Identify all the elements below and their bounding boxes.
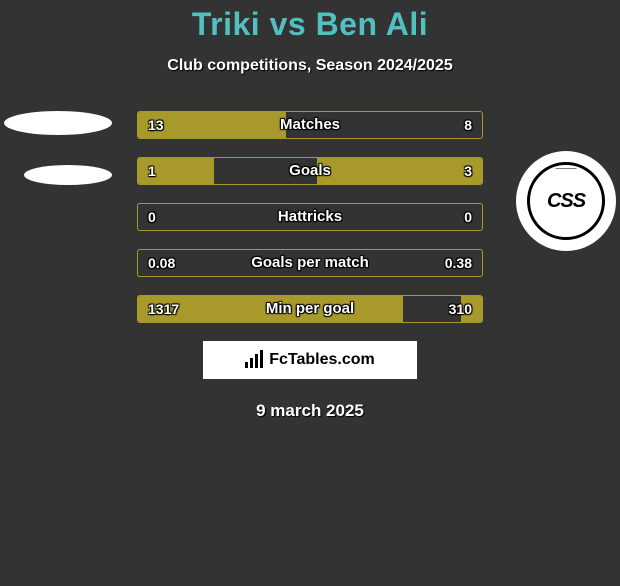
- page-title: Triki vs Ben Ali: [0, 6, 620, 43]
- club-logo-arc-text: ———: [556, 165, 577, 172]
- attribution-text: FcTables.com: [269, 351, 375, 369]
- subtitle: Club competitions, Season 2024/2025: [0, 57, 620, 75]
- player1-name: Triki: [192, 6, 260, 42]
- bar-label: Hattricks: [138, 204, 482, 230]
- stat-bar-row: 1317310Min per goal: [137, 295, 483, 323]
- player1-badge: [4, 111, 112, 185]
- stat-bar-row: 13Goals: [137, 157, 483, 185]
- bar-label: Matches: [138, 112, 482, 138]
- stat-bars: 138Matches 13Goals 00Hattricks 0.080.38Goal…: [137, 111, 483, 323]
- club-logo-inner: ——— CSS: [527, 162, 605, 240]
- date-text: 9 march 2025: [0, 401, 620, 421]
- club-logo: ——— CSS: [516, 151, 616, 251]
- club-logo-text: CSS: [547, 190, 585, 213]
- ellipse-shape: [4, 111, 112, 135]
- attribution: FcTables.com: [203, 341, 417, 379]
- stat-bar-row: 0.080.38Goals per match: [137, 249, 483, 277]
- comparison-arena: ——— CSS 138Matches 13Goals 00Hattricks 0.08…: [0, 111, 620, 323]
- stat-bar-row: 138Matches: [137, 111, 483, 139]
- vs-text: vs: [270, 6, 307, 42]
- bars-icon: [245, 352, 263, 368]
- player2-badge: ——— CSS: [516, 111, 616, 251]
- bar-label: Goals: [138, 158, 482, 184]
- player2-name: Ben Ali: [316, 6, 429, 42]
- stat-bar-row: 00Hattricks: [137, 203, 483, 231]
- bar-label: Goals per match: [138, 250, 482, 276]
- ellipse-shape: [24, 165, 112, 185]
- bar-label: Min per goal: [138, 296, 482, 322]
